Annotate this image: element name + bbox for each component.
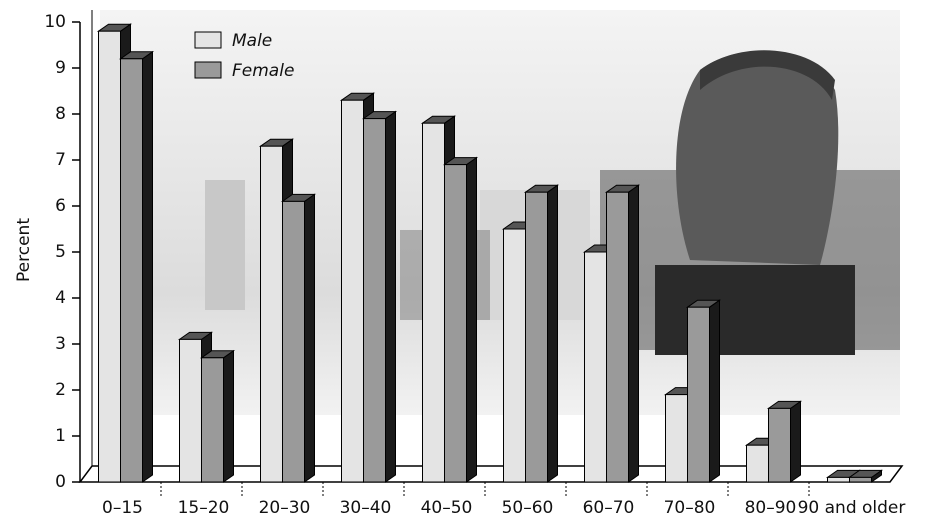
bar-side [224, 351, 234, 482]
y-tick-label: 9 [55, 58, 66, 78]
bar [445, 165, 467, 482]
bar [261, 146, 283, 482]
y-tick-label: 0 [55, 472, 66, 492]
x-tick-label: 0–15 [102, 498, 143, 518]
bar [121, 59, 143, 482]
bar [423, 123, 445, 482]
bar [688, 307, 710, 482]
bar [828, 477, 850, 482]
y-tick-label: 4 [55, 288, 66, 308]
x-tick-label: 30–40 [340, 498, 392, 518]
x-tick-label: 50–60 [502, 498, 554, 518]
bar [99, 31, 121, 482]
bar [747, 445, 769, 482]
y-axis-label: Percent [14, 218, 34, 282]
x-tick-label: 20–30 [259, 498, 311, 518]
x-tick-label: 40–50 [421, 498, 473, 518]
legend-label: Female [232, 61, 294, 81]
bar-side [386, 112, 396, 482]
x-tick-label: 15–20 [178, 498, 230, 518]
bar [666, 395, 688, 482]
bar-side [305, 194, 315, 482]
bar-side [629, 185, 639, 482]
bar-side [548, 185, 558, 482]
bar [585, 252, 607, 482]
bar [202, 358, 224, 482]
bar [607, 192, 629, 482]
y-tick-label: 2 [55, 380, 66, 400]
bar-side [710, 300, 720, 482]
bar-side [791, 401, 801, 482]
bar-side [467, 158, 477, 482]
y-tick-label: 10 [44, 12, 66, 32]
y-tick-label: 5 [55, 242, 66, 262]
legend-label: Male [232, 31, 272, 51]
x-tick-label: 90 and older [798, 498, 906, 518]
bar [526, 192, 548, 482]
y-tick-label: 3 [55, 334, 66, 354]
bar [342, 100, 364, 482]
bar [769, 408, 791, 482]
bar [364, 119, 386, 482]
x-tick-label: 70–80 [664, 498, 716, 518]
chart: Percent Male Female 0 1 2 3 4 5 6 7 8 9 10 0–15 15–2… [0, 0, 931, 523]
y-tick-label: 6 [55, 196, 66, 216]
x-tick-label: 80–90 [745, 498, 797, 518]
legend-swatch [195, 32, 221, 48]
bar [283, 201, 305, 482]
bar [504, 229, 526, 482]
y-tick-label: 7 [55, 150, 66, 170]
x-tick-label: 60–70 [583, 498, 635, 518]
bar [850, 477, 872, 482]
bar-side [143, 52, 153, 482]
y-tick-label: 8 [55, 104, 66, 124]
y-tick-label: 1 [55, 426, 66, 446]
bar [180, 339, 202, 482]
legend-swatch [195, 62, 221, 78]
